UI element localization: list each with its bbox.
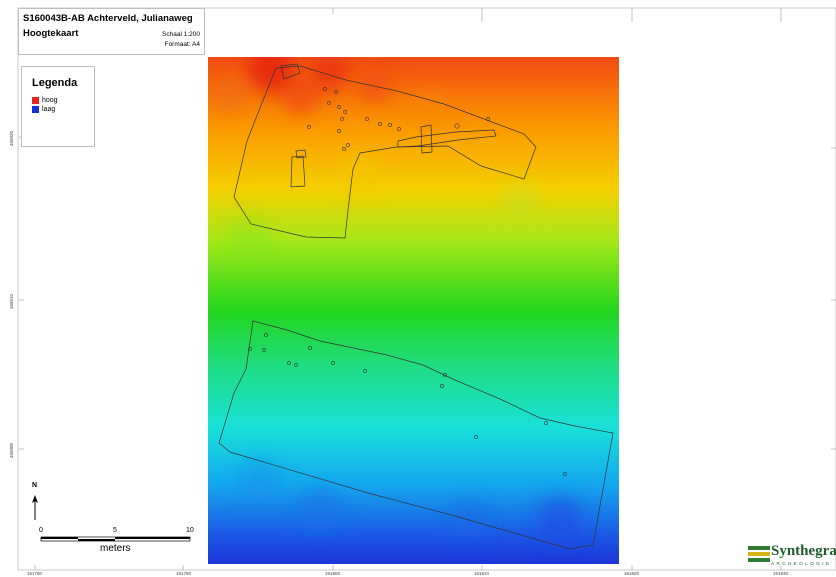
logo-name: Synthegra — [771, 543, 836, 559]
scale-label: Schaal 1:200 — [162, 31, 200, 38]
y-tick-label: 466010 — [9, 293, 14, 309]
legend-item-laag: laag — [32, 106, 55, 113]
height-raster — [208, 57, 619, 564]
legend-item-hoog: hoog — [32, 97, 58, 104]
scalebar-label: 5 — [113, 527, 117, 534]
map-subtitle: Hoogtekaart — [23, 28, 79, 39]
scalebar-label: 0 — [39, 527, 43, 534]
scalebar-unit: meters — [100, 543, 131, 554]
format-label: Formaat: A4 — [164, 41, 200, 48]
legend: Legenda hoog laag — [21, 66, 95, 147]
legend-swatch-low — [32, 106, 39, 113]
synthegra-logo-icon — [748, 546, 770, 562]
y-tick-label: 466000 — [9, 442, 14, 458]
x-tick-label: 161820 — [624, 571, 640, 576]
axis-ticks — [19, 8, 836, 570]
map-title: S160043B-AB Achterveld, Julianaweg — [23, 13, 193, 24]
x-tick-label: 161790 — [176, 571, 192, 576]
trench-outlines — [218, 63, 614, 550]
x-tick-label: 161800 — [325, 571, 341, 576]
title-block: S160043B-AB Achterveld, Julianaweg Hoogt… — [18, 8, 205, 55]
scalebar-graphic — [40, 536, 191, 542]
synthegra-logo: Synthegra ARCHEOLOGIE — [745, 542, 836, 569]
map-frame — [17, 7, 836, 571]
legend-swatch-high — [32, 97, 39, 104]
north-label: N — [32, 482, 38, 489]
legend-label: hoog — [42, 97, 58, 104]
x-tick-label: 161780 — [27, 571, 43, 576]
logo-sub: ARCHEOLOGIE — [771, 561, 832, 566]
legend-title: Legenda — [32, 77, 78, 89]
north-arrow-icon — [32, 495, 38, 520]
x-tick-label: 161810 — [474, 571, 490, 576]
scalebar-label: 10 — [186, 527, 194, 534]
features — [248, 87, 567, 476]
x-tick-label: 161830 — [773, 571, 789, 576]
legend-label: laag — [42, 106, 56, 113]
y-tick-label: 466020 — [9, 130, 14, 146]
